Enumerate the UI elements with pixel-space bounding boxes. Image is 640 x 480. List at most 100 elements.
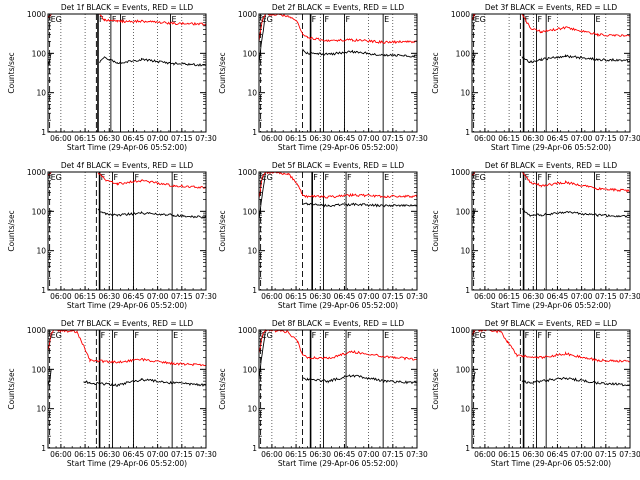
events-series-line: [258, 14, 417, 64]
x-tick-label: 07:30: [195, 450, 217, 459]
events-series-line: [471, 371, 631, 387]
y-axis-label: Counts/sec: [431, 52, 440, 93]
events-series-line: [47, 368, 207, 387]
lld-series-line: [47, 329, 207, 367]
x-tick-label: 06:30: [98, 134, 120, 143]
x-tick-label: 06:15: [74, 292, 96, 301]
event-marker-label: F: [101, 173, 106, 182]
event-marker-label: EG: [51, 15, 62, 24]
x-tick-label: 06:30: [98, 450, 120, 459]
x-axis-label: Start Time (29-Apr-06 05:52:00): [67, 301, 187, 310]
y-tick-label: 1000: [451, 10, 470, 19]
x-tick-label: 07:30: [619, 292, 640, 301]
x-tick-label: 07:30: [619, 450, 640, 459]
x-tick-label: 07:15: [171, 134, 193, 143]
x-axis-label: Start Time (29-Apr-06 05:52:00): [278, 459, 398, 468]
x-tick-label: 06:45: [547, 134, 569, 143]
x-tick-label: 06:00: [261, 292, 283, 301]
x-tick-label: 07:00: [147, 450, 169, 459]
y-tick-label: 10: [460, 247, 470, 256]
x-tick-label: 06:45: [547, 450, 569, 459]
y-axis-label: Counts/sec: [431, 368, 440, 409]
event-marker-label: F: [122, 15, 127, 24]
x-tick-label: 06:30: [309, 450, 331, 459]
x-tick-label: 07:15: [595, 450, 617, 459]
x-tick-label: 06:00: [474, 292, 496, 301]
x-tick-label: 06:30: [522, 450, 544, 459]
x-tick-label: 07:30: [619, 134, 640, 143]
event-marker-label: F: [112, 15, 117, 24]
event-marker-label: F: [347, 173, 352, 182]
event-marker-label: E: [173, 173, 178, 182]
event-marker-label: EG: [51, 331, 62, 340]
x-tick-label: 07:00: [147, 292, 169, 301]
x-tick-label: 06:15: [498, 450, 520, 459]
event-marker-label: F: [99, 15, 104, 24]
y-tick-label: 1: [465, 286, 470, 295]
y-tick-label: 1: [41, 286, 46, 295]
x-tick-label: 06:15: [285, 450, 307, 459]
x-tick-label: 06:45: [334, 134, 356, 143]
events-series-line: [471, 208, 631, 218]
y-tick-label: 10: [36, 405, 46, 414]
y-tick-label: 100: [32, 207, 47, 216]
chart-title: Det 6f BLACK = Events, RED = LLD: [485, 161, 618, 170]
x-tick-label: 07:30: [195, 134, 217, 143]
y-tick-label: 100: [456, 49, 471, 58]
x-tick-label: 07:15: [382, 450, 404, 459]
chart-title: Det 8f BLACK = Events, RED = LLD: [272, 319, 405, 328]
y-tick-label: 1: [465, 444, 470, 453]
x-tick-label: 07:15: [171, 450, 193, 459]
y-axis-label: Counts/sec: [7, 52, 16, 93]
y-tick-label: 100: [243, 49, 258, 58]
lld-series-line: [47, 13, 207, 26]
event-marker-label: F: [134, 173, 139, 182]
y-tick-label: 100: [243, 365, 258, 374]
x-tick-label: 06:15: [498, 134, 520, 143]
plot-frame: [258, 171, 418, 291]
y-axis-label: Counts/sec: [7, 368, 16, 409]
event-marker-label: F: [101, 331, 106, 340]
x-tick-label: 07:00: [358, 450, 380, 459]
event-marker-label: F: [324, 331, 329, 340]
chart-title: Det 4f BLACK = Events, RED = LLD: [61, 161, 194, 170]
chart-title: Det 3f BLACK = Events, RED = LLD: [485, 3, 618, 12]
plot-frame: [471, 13, 631, 133]
x-tick-label: 06:45: [123, 450, 145, 459]
event-marker-label: F: [547, 331, 552, 340]
x-tick-label: 06:45: [547, 292, 569, 301]
chart-title: Det 1f BLACK = Events, RED = LLD: [61, 3, 194, 12]
x-tick-label: 06:00: [474, 450, 496, 459]
x-tick-label: 06:00: [50, 292, 72, 301]
event-marker-label: E: [596, 173, 601, 182]
lld-series-line: [258, 329, 418, 361]
y-tick-label: 100: [32, 49, 47, 58]
x-tick-label: 06:30: [98, 292, 120, 301]
y-tick-label: 10: [36, 89, 46, 98]
event-marker-label: F: [324, 173, 329, 182]
y-tick-label: 1: [252, 286, 257, 295]
lld-series-line: [258, 171, 418, 199]
y-tick-label: 100: [456, 207, 471, 216]
event-marker-label: F: [134, 331, 139, 340]
y-tick-label: 10: [460, 405, 470, 414]
x-tick-label: 07:15: [171, 292, 193, 301]
x-tick-label: 06:15: [74, 134, 96, 143]
x-tick-label: 07:15: [382, 134, 404, 143]
x-tick-label: 07:15: [595, 134, 617, 143]
event-marker-label: F: [324, 15, 329, 24]
plot-frame: [47, 171, 207, 291]
y-tick-label: 1000: [451, 326, 470, 335]
event-marker-label: F: [312, 331, 317, 340]
x-tick-label: 06:15: [498, 292, 520, 301]
x-tick-label: 07:00: [147, 134, 169, 143]
event-marker-label: EG: [475, 15, 486, 24]
event-marker-label: EG: [475, 173, 486, 182]
y-tick-label: 1000: [27, 10, 46, 19]
event-marker-label: F: [347, 331, 352, 340]
